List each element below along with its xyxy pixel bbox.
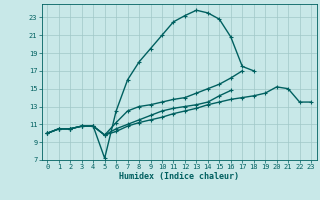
X-axis label: Humidex (Indice chaleur): Humidex (Indice chaleur) [119, 172, 239, 181]
